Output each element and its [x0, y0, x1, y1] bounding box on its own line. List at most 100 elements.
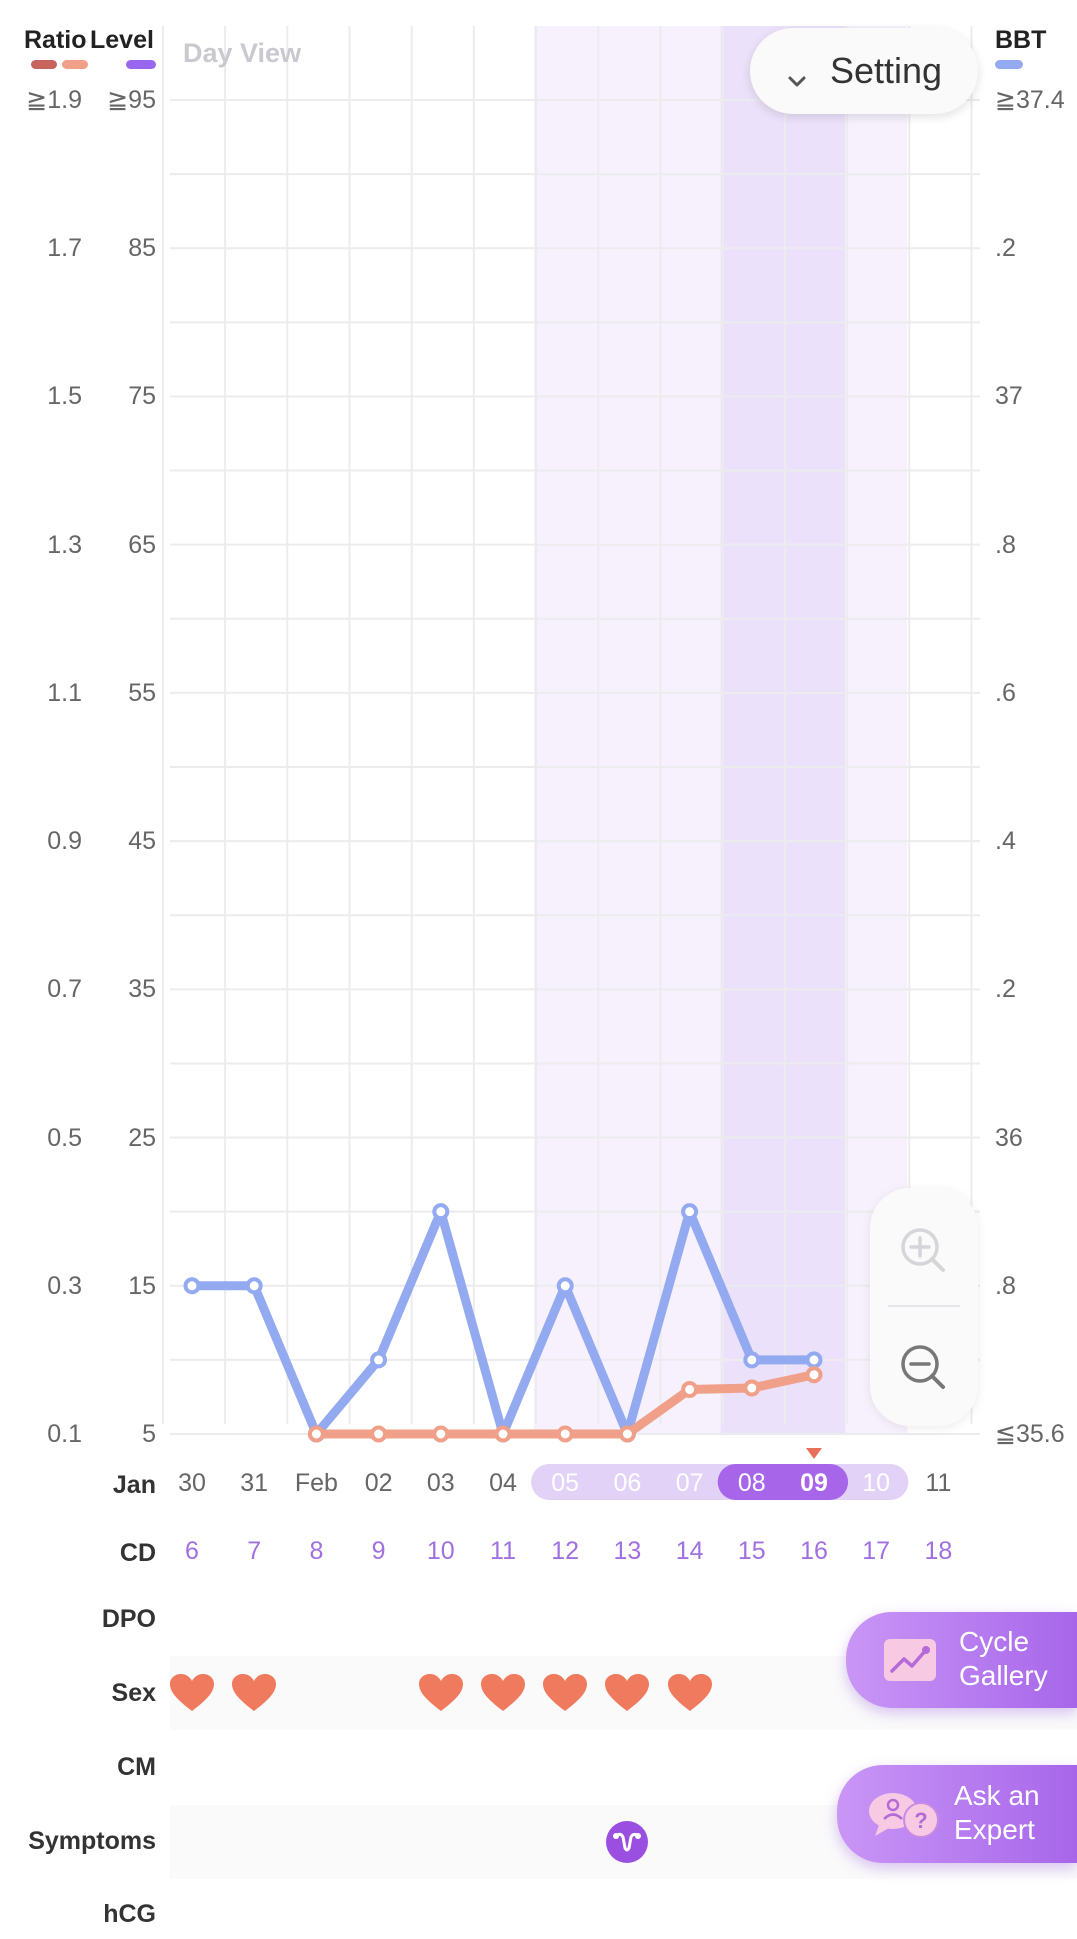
uterus-symptom-icon[interactable] [605, 1820, 649, 1869]
level-tick-label: 85 [128, 234, 156, 263]
ratio-legend-swatch-light [62, 60, 88, 69]
bbt-tick-label: .2 [995, 975, 1016, 1004]
ratio-tick-label: 0.9 [47, 827, 82, 856]
month-label: Jan [112, 1471, 156, 1499]
bbt-tick-label: .4 [995, 827, 1016, 856]
date-label[interactable]: 10 [862, 1469, 891, 1497]
ratio-tick-label: 0.1 [47, 1420, 82, 1448]
cycle-day-label: 11 [490, 1537, 516, 1565]
ratio-axis-title: Ratio [24, 26, 87, 54]
bbt-tick-label: 37 [995, 382, 1023, 411]
level-axis-title: Level [90, 26, 154, 54]
date-label[interactable]: 09 [800, 1469, 828, 1497]
ratio-tick-label: ≧1.9 [26, 86, 82, 114]
fertile-window-band [534, 26, 908, 1434]
cycle-day-label: 9 [371, 1537, 386, 1565]
ask-expert-line1: Ask an [954, 1780, 1040, 1811]
cycle-day-label: 7 [247, 1537, 262, 1565]
level-series-point [370, 1351, 388, 1369]
cycle-gallery-line1: Cycle [959, 1626, 1030, 1657]
level-series-point [805, 1351, 823, 1369]
zoom-in-icon [901, 1228, 945, 1272]
bbt-tick-label: .8 [995, 530, 1016, 559]
ratio-series-point [618, 1425, 636, 1443]
hcg-row-label: hCG [103, 1900, 156, 1928]
bbt-legend-swatch [995, 60, 1023, 69]
level-tick-label: 5 [142, 1420, 156, 1448]
view-mode-label: Day View [183, 38, 302, 68]
cycle-gallery-button[interactable]: Cycle Gallery [846, 1612, 1077, 1708]
level-tick-label: 75 [128, 382, 156, 411]
heart-icon[interactable] [480, 1673, 526, 1713]
svg-text:?: ? [914, 1808, 927, 1833]
heart-icon[interactable] [667, 1673, 713, 1713]
cycle-day-label: 10 [426, 1537, 455, 1565]
peak-days-band [720, 26, 846, 1434]
date-label[interactable]: Feb [294, 1469, 338, 1497]
level-series-point [743, 1351, 761, 1369]
zoom-control [870, 1188, 978, 1426]
level-tick-label: 65 [128, 530, 156, 559]
setting-button[interactable]: Setting [750, 28, 978, 114]
bbt-tick-label: ≦35.6 [995, 1420, 1065, 1448]
zoom-in-button[interactable] [899, 1226, 949, 1276]
date-label[interactable]: 04 [489, 1469, 517, 1497]
date-label[interactable]: 03 [426, 1469, 455, 1497]
date-label[interactable]: 31 [240, 1469, 269, 1497]
ask-expert-button[interactable]: ? Ask an Expert [837, 1765, 1077, 1863]
ratio-tick-label: 1.1 [47, 678, 82, 707]
cycle-day-label: 8 [309, 1537, 324, 1565]
date-label[interactable]: 07 [675, 1469, 704, 1497]
ratio-tick-label: 1.5 [47, 382, 82, 411]
bbt-axis-title: BBT [995, 26, 1047, 54]
symptoms-row-label: Symptoms [28, 1827, 156, 1855]
dpo-row-label: DPO [101, 1605, 156, 1633]
level-series-point [556, 1277, 574, 1295]
ratio-series-point [307, 1425, 325, 1443]
heart-icon[interactable] [169, 1673, 215, 1713]
level-tick-label: 25 [128, 1123, 156, 1152]
zoom-out-icon [901, 1345, 945, 1389]
ask-expert-line2: Expert [954, 1814, 1035, 1845]
today-marker [806, 1448, 822, 1459]
cd-label: CD [119, 1539, 156, 1567]
heart-icon[interactable] [604, 1673, 650, 1713]
level-series-point [183, 1277, 201, 1295]
cm-row-label: CM [117, 1753, 156, 1781]
heart-icon[interactable] [542, 1673, 588, 1713]
cycle-day-label: 6 [185, 1537, 199, 1565]
cycle-day-label: 16 [800, 1537, 828, 1565]
level-series-point [245, 1277, 263, 1295]
level-series-point [432, 1203, 450, 1221]
heart-icon[interactable] [418, 1673, 464, 1713]
date-label[interactable]: 08 [737, 1469, 766, 1497]
heart-icon[interactable] [231, 1673, 277, 1713]
ratio-series-point [681, 1381, 699, 1399]
ratio-series-point [432, 1425, 450, 1443]
date-label[interactable]: 02 [364, 1469, 393, 1497]
ratio-tick-label: 0.3 [47, 1271, 82, 1300]
ratio-series-point [556, 1425, 574, 1443]
bbt-tick-label: ≧37.4 [995, 86, 1065, 114]
date-label[interactable]: 30 [178, 1469, 206, 1497]
chevron-down-icon [786, 60, 808, 87]
level-series-point [681, 1203, 699, 1221]
ratio-tick-label: 0.5 [47, 1123, 82, 1152]
zoom-divider [888, 1305, 960, 1307]
cycle-day-label: 14 [675, 1537, 704, 1565]
cycle-day-label: 12 [551, 1537, 580, 1565]
cycle-day-label: 13 [613, 1537, 642, 1565]
zoom-out-button[interactable] [899, 1343, 949, 1393]
bbt-tick-label: .8 [995, 1271, 1016, 1300]
ratio-tick-label: 1.7 [47, 234, 82, 263]
date-label[interactable]: 05 [551, 1469, 580, 1497]
level-tick-label: 35 [128, 975, 156, 1004]
date-label[interactable]: 11 [925, 1469, 952, 1497]
ratio-series-point [805, 1366, 823, 1384]
bbt-tick-label: 36 [995, 1123, 1023, 1152]
level-tick-label: 15 [128, 1271, 156, 1300]
bbt-tick-label: .2 [995, 234, 1016, 263]
date-label[interactable]: 06 [613, 1469, 642, 1497]
ratio-legend-swatch-dark [31, 60, 57, 69]
